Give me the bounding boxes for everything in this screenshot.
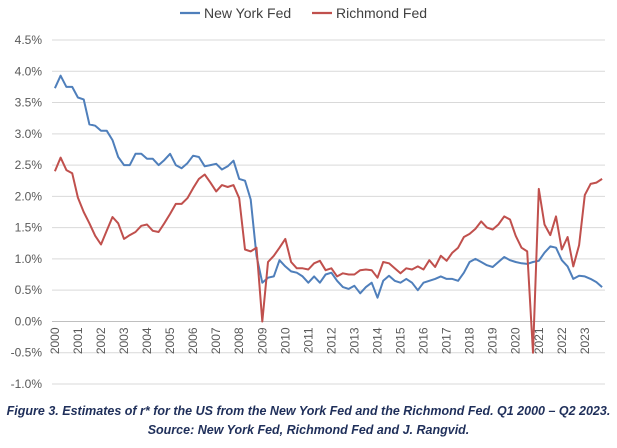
y-tick-label: 1.5%	[15, 221, 43, 235]
y-tick-label: 3.5%	[15, 96, 43, 110]
x-tick-label: 2009	[255, 327, 269, 354]
x-tick-label: 2005	[163, 327, 177, 354]
x-tick-label: 2020	[509, 327, 523, 354]
x-tick-label: 2010	[278, 327, 292, 354]
x-tick-label: 2023	[578, 327, 592, 354]
x-tick-label: 2003	[117, 327, 131, 354]
x-tick-label: 2013	[347, 327, 361, 354]
x-tick-label: 2022	[555, 327, 569, 354]
x-tick-label: 2017	[440, 327, 454, 354]
x-tick-label: 2015	[394, 327, 408, 354]
legend-label: New York Fed	[204, 5, 291, 21]
y-tick-label: -1.0%	[11, 377, 43, 391]
axes: 4.5% 4.0% 3.5% 3.0% 2.5% 2.0% 1.5% 1.0% 0.5% 0.0%…	[11, 33, 605, 391]
y-tick-label: 4.0%	[15, 64, 43, 78]
x-tick-label: 2004	[140, 327, 154, 354]
x-tick-label: 2012	[324, 327, 338, 354]
x-tick-label: 2021	[532, 327, 546, 354]
legend: New York Fed Richmond Fed	[180, 5, 427, 21]
x-tick-label: 2018	[463, 327, 477, 354]
figure-source: Source: New York Fed, Richmond Fed and J…	[147, 423, 470, 437]
y-tick-label: 0.0%	[15, 314, 43, 328]
series-line-richmond-fed	[53, 156, 603, 354]
figure-caption: Figure 3. Estimates of r* for the US fro…	[6, 404, 611, 418]
x-tick-label: 2019	[486, 327, 500, 354]
y-tick-label: 3.0%	[15, 127, 43, 141]
line-chart: 4.5% 4.0% 3.5% 3.0% 2.5% 2.0% 1.5% 1.0% 0.5% 0.0%…	[11, 5, 605, 391]
series-line-new-york-fed	[53, 74, 603, 299]
x-tick-label: 2000	[48, 327, 62, 354]
y-tick-label: 4.5%	[15, 33, 43, 47]
legend-label: Richmond Fed	[336, 5, 427, 21]
x-tick-label: 2008	[232, 327, 246, 354]
y-tick-label: 1.0%	[15, 252, 43, 266]
y-tick-label: -0.5%	[11, 346, 43, 360]
y-tick-label: 2.0%	[15, 189, 43, 203]
x-tick-label: 2011	[301, 327, 315, 353]
x-tick-label: 2016	[417, 327, 431, 354]
x-tick-label: 2007	[209, 327, 223, 354]
series-lines	[53, 74, 603, 354]
x-tick-label: 2001	[71, 327, 85, 354]
x-tick-label: 2002	[94, 327, 108, 354]
y-tick-label: 2.5%	[15, 158, 43, 172]
y-tick-label: 0.5%	[15, 283, 43, 297]
x-tick-label: 2014	[370, 327, 384, 354]
x-tick-label: 2006	[186, 327, 200, 354]
